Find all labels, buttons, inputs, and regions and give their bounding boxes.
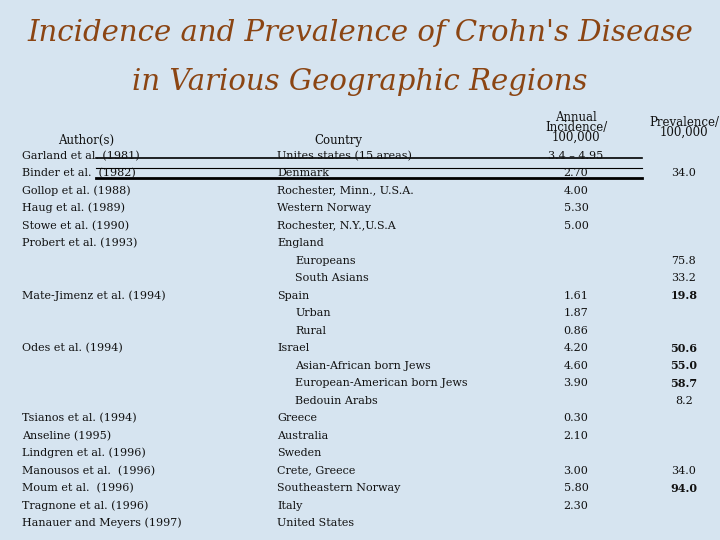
- Text: Prevalence/: Prevalence/: [649, 116, 719, 130]
- Text: Probert et al. (1993): Probert et al. (1993): [22, 238, 137, 248]
- Text: Odes et al. (1994): Odes et al. (1994): [22, 343, 122, 353]
- Text: European-American born Jews: European-American born Jews: [295, 378, 468, 388]
- Text: 94.0: 94.0: [670, 483, 698, 494]
- Text: Italy: Italy: [277, 501, 302, 511]
- Text: 5.80: 5.80: [564, 483, 588, 493]
- Text: Stowe et al. (1990): Stowe et al. (1990): [22, 220, 129, 231]
- Text: 1.61: 1.61: [564, 291, 588, 301]
- Text: 0.86: 0.86: [564, 326, 588, 336]
- Text: Mate-Jimenz et al. (1994): Mate-Jimenz et al. (1994): [22, 291, 165, 301]
- Text: 55.0: 55.0: [670, 360, 698, 371]
- Text: Rochester, N.Y.,U.S.A: Rochester, N.Y.,U.S.A: [277, 221, 396, 231]
- Text: Crete, Greece: Crete, Greece: [277, 465, 356, 476]
- Text: 2.70: 2.70: [564, 168, 588, 178]
- Text: United States: United States: [277, 518, 354, 528]
- Text: 34.0: 34.0: [672, 465, 696, 476]
- Text: 75.8: 75.8: [672, 255, 696, 266]
- Text: 3.90: 3.90: [564, 378, 588, 388]
- Text: Bedouin Arabs: Bedouin Arabs: [295, 396, 378, 406]
- Text: 4.00: 4.00: [564, 186, 588, 195]
- Text: Europeans: Europeans: [295, 255, 356, 266]
- Text: South Asians: South Asians: [295, 273, 369, 283]
- Text: Binder et al.  (1982): Binder et al. (1982): [22, 168, 135, 178]
- Text: Israel: Israel: [277, 343, 310, 353]
- Text: Tragnone et al. (1996): Tragnone et al. (1996): [22, 501, 148, 511]
- Text: Spain: Spain: [277, 291, 310, 301]
- Text: 0.30: 0.30: [564, 413, 588, 423]
- Text: England: England: [277, 238, 324, 248]
- Text: 50.6: 50.6: [670, 343, 698, 354]
- Text: 4.20: 4.20: [564, 343, 588, 353]
- Text: Author(s): Author(s): [58, 134, 114, 147]
- Text: in Various Geographic Regions: in Various Geographic Regions: [132, 68, 588, 96]
- Text: Sweden: Sweden: [277, 448, 322, 458]
- Text: Unites states (15 areas): Unites states (15 areas): [277, 151, 412, 161]
- Text: Greece: Greece: [277, 413, 318, 423]
- Text: 4.60: 4.60: [564, 361, 588, 370]
- Text: 33.2: 33.2: [672, 273, 696, 283]
- Text: Incidence and Prevalence of Crohn's Disease: Incidence and Prevalence of Crohn's Dise…: [27, 19, 693, 47]
- Text: Lindgren et al. (1996): Lindgren et al. (1996): [22, 448, 145, 458]
- Text: Asian-African born Jews: Asian-African born Jews: [295, 361, 431, 370]
- Text: Haug et al. (1989): Haug et al. (1989): [22, 203, 125, 213]
- Text: 58.7: 58.7: [670, 377, 698, 389]
- Text: Urban: Urban: [295, 308, 330, 318]
- Text: Hanauer and Meyers (1997): Hanauer and Meyers (1997): [22, 518, 181, 529]
- Text: Garland et al. (1981): Garland et al. (1981): [22, 151, 139, 161]
- Text: Annual: Annual: [555, 111, 597, 125]
- Text: Anseline (1995): Anseline (1995): [22, 430, 111, 441]
- Text: 3.00: 3.00: [564, 465, 588, 476]
- Text: Southeastern Norway: Southeastern Norway: [277, 483, 400, 493]
- Text: Gollop et al. (1988): Gollop et al. (1988): [22, 185, 130, 196]
- Text: Australia: Australia: [277, 430, 328, 441]
- Text: 3.4 – 4.95: 3.4 – 4.95: [549, 151, 603, 160]
- Text: 2.10: 2.10: [564, 430, 588, 441]
- Text: 5.00: 5.00: [564, 221, 588, 231]
- Text: Country: Country: [315, 134, 362, 147]
- Text: Incidence/: Incidence/: [545, 121, 607, 134]
- Text: 100,000: 100,000: [660, 126, 708, 139]
- Text: 100,000: 100,000: [552, 131, 600, 144]
- Text: Rochester, Minn., U.S.A.: Rochester, Minn., U.S.A.: [277, 186, 414, 195]
- Text: Rural: Rural: [295, 326, 326, 336]
- Text: 8.2: 8.2: [675, 396, 693, 406]
- Text: Denmark: Denmark: [277, 168, 329, 178]
- Text: Western Norway: Western Norway: [277, 203, 372, 213]
- Text: 19.8: 19.8: [670, 290, 698, 301]
- Text: Tsianos et al. (1994): Tsianos et al. (1994): [22, 413, 136, 423]
- Text: 5.30: 5.30: [564, 203, 588, 213]
- Text: Moum et al.  (1996): Moum et al. (1996): [22, 483, 133, 494]
- Text: 1.87: 1.87: [564, 308, 588, 318]
- Text: 2.30: 2.30: [564, 501, 588, 511]
- Text: Manousos et al.  (1996): Manousos et al. (1996): [22, 465, 155, 476]
- Text: 34.0: 34.0: [672, 168, 696, 178]
